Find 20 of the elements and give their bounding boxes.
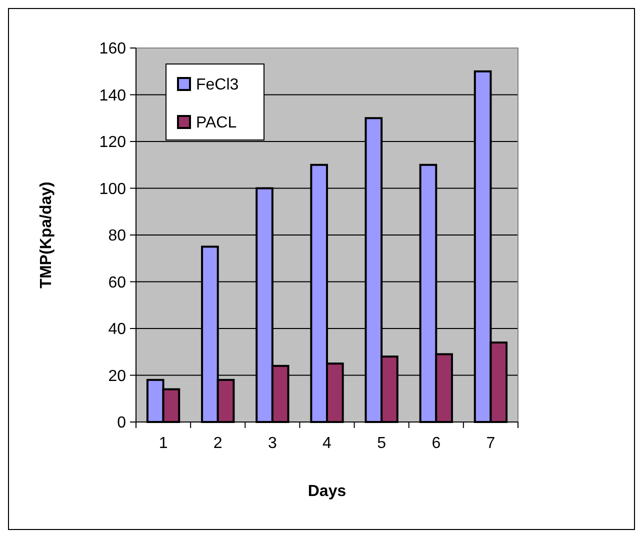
y-tick-label: 60 bbox=[108, 274, 126, 292]
x-axis-title: Days bbox=[308, 483, 346, 500]
y-tick-label: 40 bbox=[108, 321, 126, 338]
y-tick-label: 160 bbox=[99, 40, 126, 58]
x-tick-label: 6 bbox=[432, 435, 441, 452]
x-tick-label: 2 bbox=[213, 435, 222, 452]
y-tick-label: 20 bbox=[108, 368, 126, 385]
x-tick-label: 4 bbox=[322, 435, 332, 452]
y-tick-label: 0 bbox=[117, 414, 126, 432]
x-tick-label: 3 bbox=[268, 435, 277, 452]
x-tick-label: 7 bbox=[486, 435, 496, 452]
x-tick-label: 1 bbox=[158, 435, 168, 452]
y-tick-label: 120 bbox=[99, 134, 126, 152]
legend-label: PACL bbox=[196, 114, 237, 132]
y-tick-label: 140 bbox=[99, 87, 126, 104]
y-tick-label: 100 bbox=[99, 180, 126, 198]
y-axis-title: TMP(Kpa/day) bbox=[38, 182, 55, 288]
x-tick-label: 5 bbox=[377, 435, 386, 452]
legend-label: FeCl3 bbox=[196, 76, 239, 94]
y-tick-label: 80 bbox=[108, 228, 126, 245]
